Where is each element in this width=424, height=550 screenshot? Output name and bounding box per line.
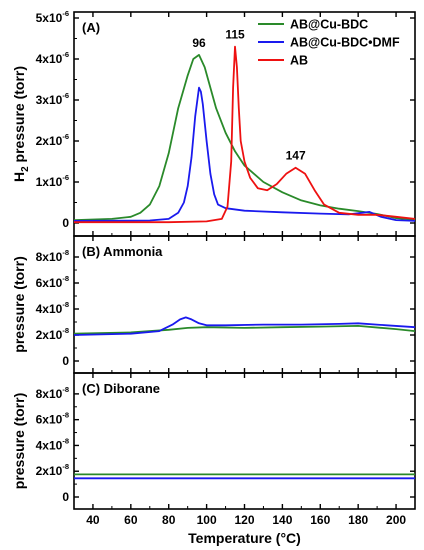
x-tick-label: 160 — [310, 513, 330, 527]
y-tick-label: 5x10-6 — [36, 9, 69, 25]
panels-layer: 0 1x10-6 2x10-6 3x10-6 4x10-6 5x10-6 (A) H2 pre… — [11, 9, 416, 510]
y-axis-title: H2 pressure (torr) — [11, 66, 31, 182]
series-line-ab-cu-bdc-dmf — [73, 86, 416, 222]
peak-label: 115 — [225, 28, 245, 42]
y-tick-label: 2x10-6 — [36, 132, 69, 148]
x-tick-label: 140 — [272, 513, 292, 527]
legend-entry: AB — [290, 54, 308, 68]
y-tick-label: 0 — [62, 490, 69, 504]
panel-2: 0 2x10-8 4x10-8 6x10-8 8x10-8 (C) Diborane pre… — [11, 372, 416, 510]
y-tick-label: 8x10-8 — [36, 385, 69, 401]
y-tick-label: 8x10-8 — [36, 248, 69, 264]
panel-label: (B) Ammonia — [82, 244, 163, 259]
x-tick-label: 40 — [86, 513, 100, 527]
shared-x-axis: 40 60 80 100 120 140 160 180 200 Temperature (°C) — [86, 513, 406, 546]
y-axis-title: pressure (torr) — [11, 256, 27, 352]
y-tick-label: 3x10-6 — [36, 91, 69, 107]
y-tick-label: 6x10-8 — [36, 274, 69, 290]
x-tick-label: 80 — [162, 513, 176, 527]
series-line-ab — [74, 45, 416, 224]
y-tick-label: 2x10-8 — [36, 462, 69, 478]
y-axis-title: pressure (torr) — [11, 393, 27, 489]
x-tick-label: 60 — [124, 513, 138, 527]
panel-1: 0 2x10-8 4x10-8 6x10-8 8x10-8 (B) Ammonia pres… — [11, 235, 416, 374]
y-tick-label: 4x10-6 — [36, 50, 69, 66]
y-tick-label: 0 — [62, 354, 69, 368]
panel-0: 0 1x10-6 2x10-6 3x10-6 4x10-6 5x10-6 (A) H2 pre… — [11, 9, 416, 237]
series-line-ab-cu-bdc — [73, 325, 416, 335]
panel-label: (C) Diborane — [82, 381, 160, 396]
panel-label: (A) — [82, 20, 100, 35]
y-tick-label: 4x10-8 — [36, 300, 69, 316]
x-axis-title: Temperature (°C) — [188, 530, 301, 546]
legend-entry: AB@Cu-BDC•DMF — [290, 36, 400, 50]
series-line-ab-cu-bdc-dmf — [73, 316, 416, 336]
peak-label: 96 — [192, 36, 206, 50]
y-tick-label: 1x10-6 — [36, 173, 69, 189]
y-tick-label: 6x10-8 — [36, 411, 69, 427]
series-line-ab-cu-bdc — [73, 54, 416, 221]
peak-label: 147 — [286, 149, 306, 163]
x-tick-label: 120 — [234, 513, 254, 527]
legend-entry: AB@Cu-BDC — [290, 18, 368, 32]
y-tick-label: 4x10-8 — [36, 436, 69, 452]
x-tick-label: 100 — [197, 513, 217, 527]
y-tick-label: 0 — [62, 216, 69, 230]
y-tick-label: 2x10-8 — [36, 326, 69, 342]
x-tick-label: 200 — [386, 513, 406, 527]
x-tick-label: 180 — [348, 513, 368, 527]
